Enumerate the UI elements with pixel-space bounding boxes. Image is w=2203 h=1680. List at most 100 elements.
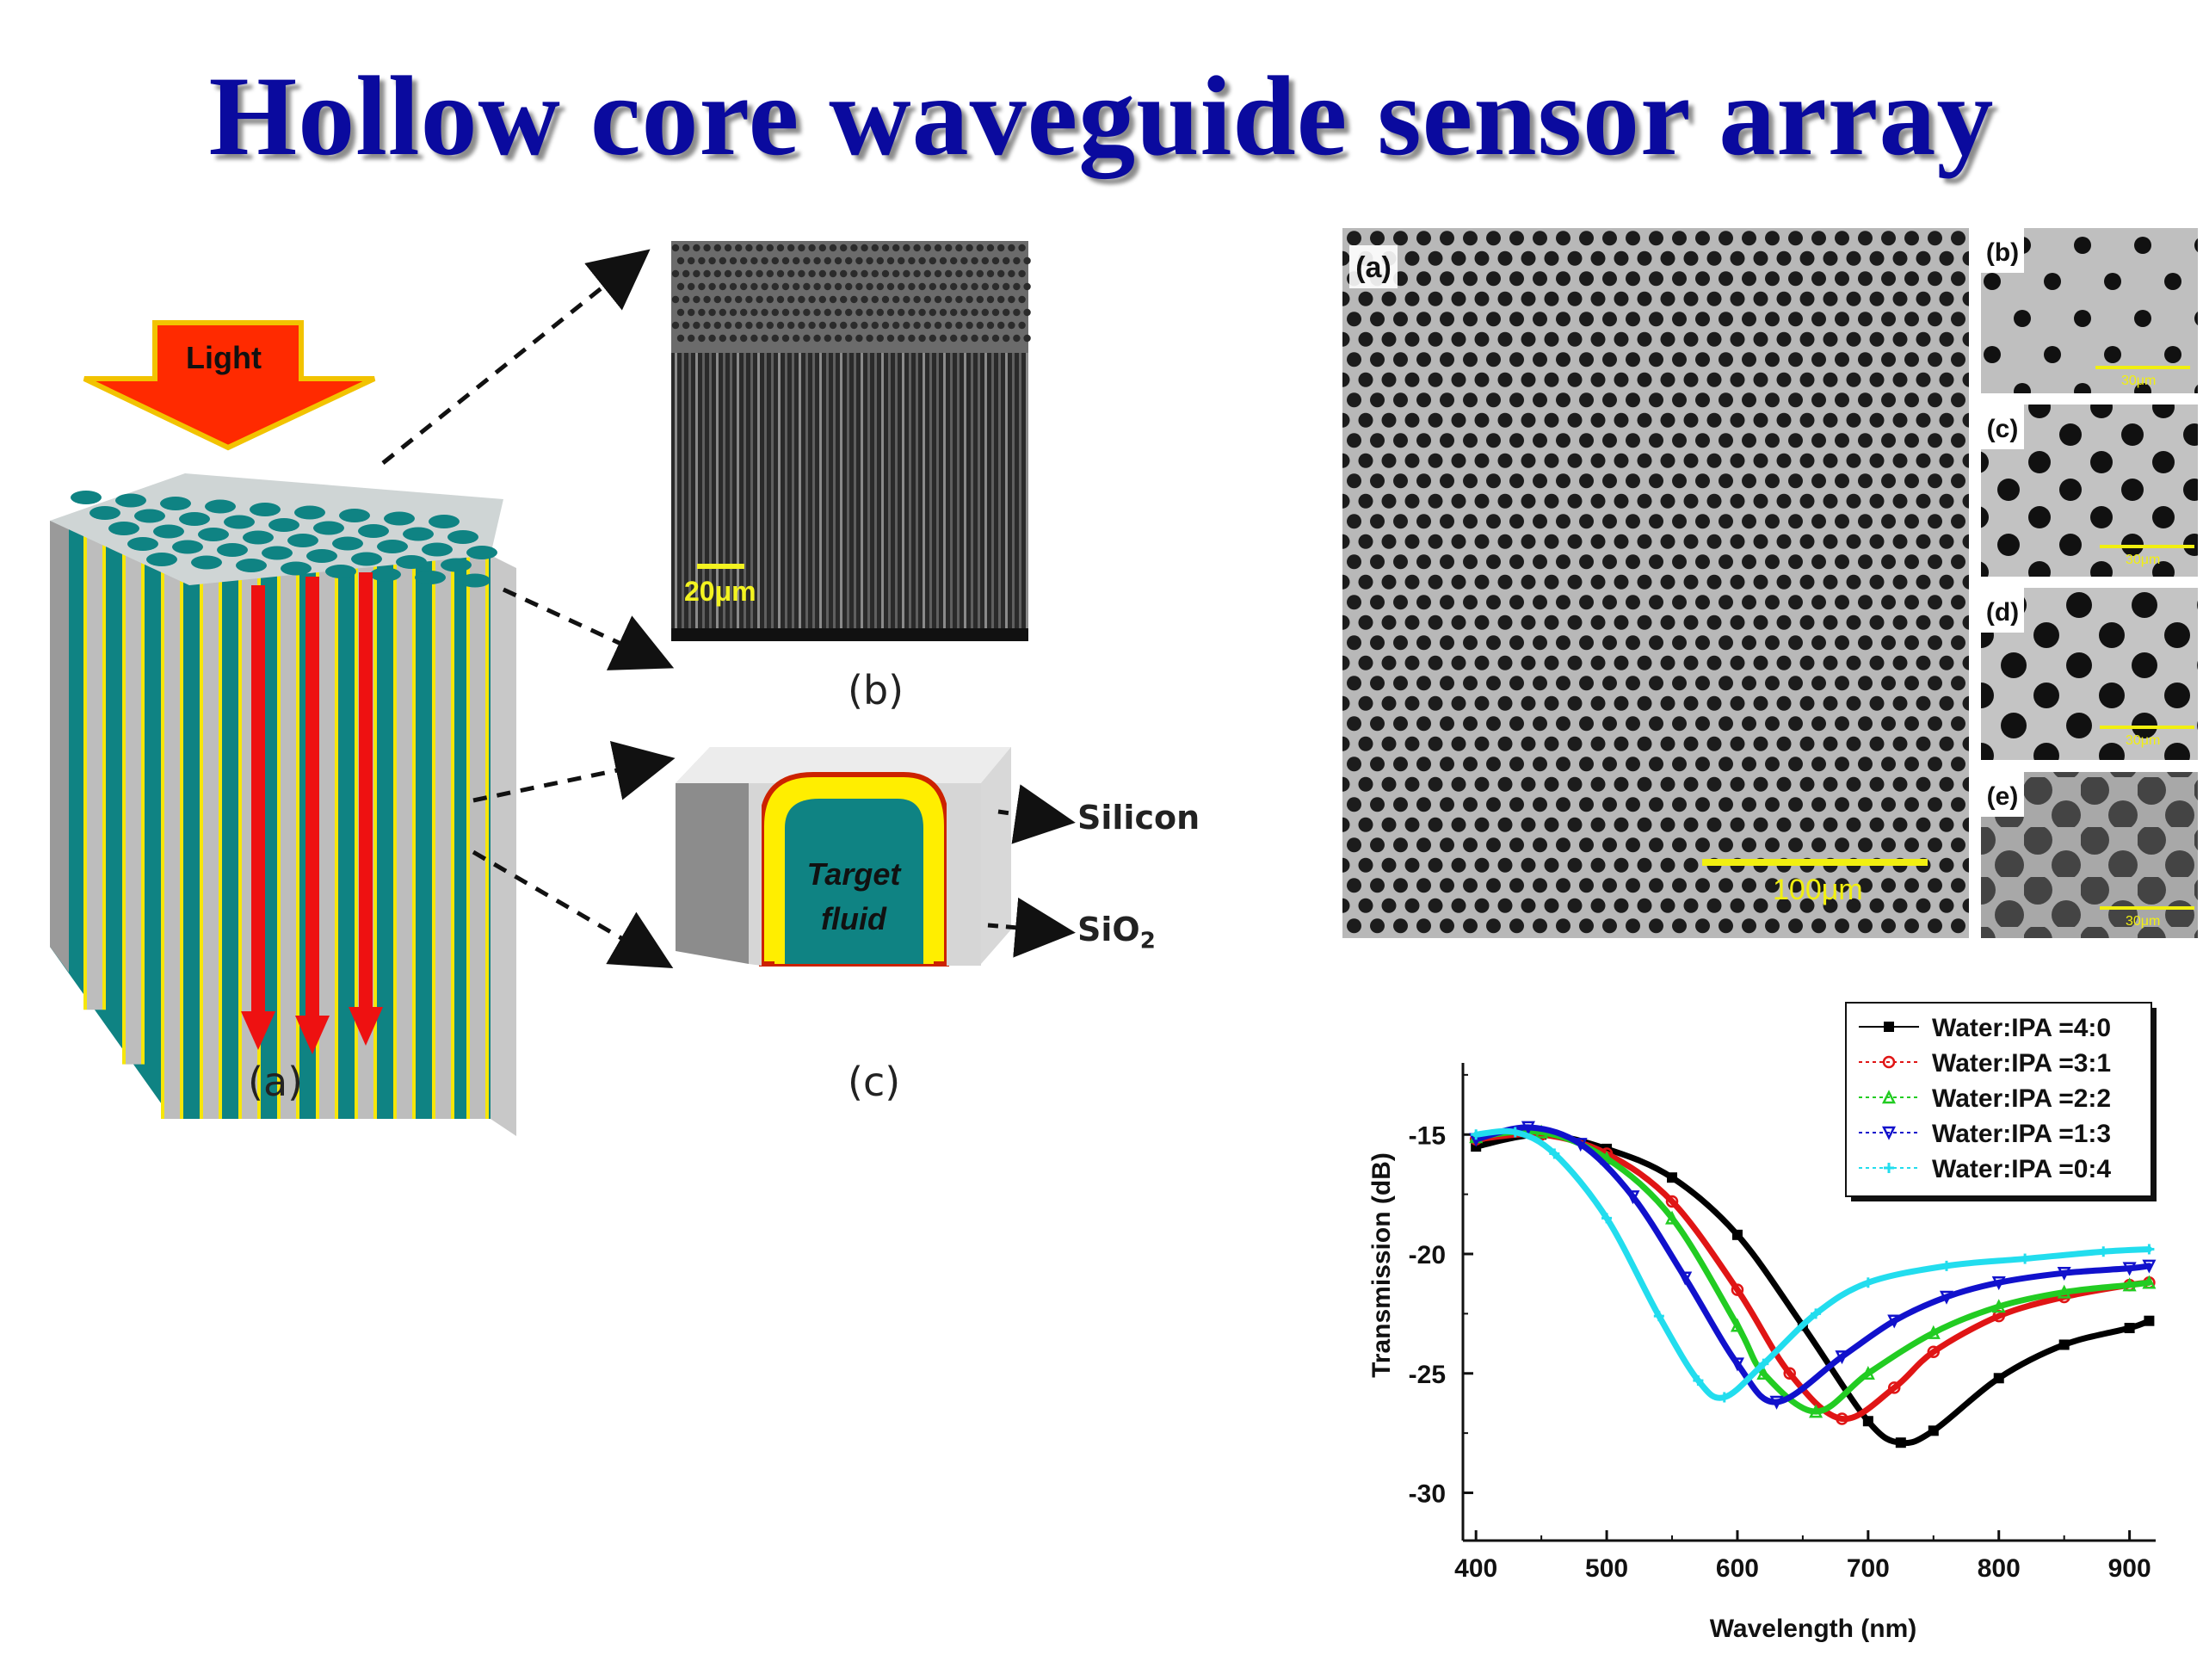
- data-point: [1665, 1195, 1679, 1208]
- data-point: [1509, 1127, 1521, 1138]
- caption-a: (a): [248, 1059, 304, 1105]
- legend-label: Water:IPA =3:1: [1932, 1049, 2111, 1078]
- legend-label: Water:IPA =4:0: [1932, 1014, 2111, 1042]
- label-arrows: [987, 784, 1076, 958]
- data-point: [2144, 1315, 2155, 1326]
- legend-entry: Water:IPA =3:1: [1859, 1049, 2111, 1078]
- data-point: [1941, 1260, 1952, 1271]
- sio2-label: SiO2: [1077, 911, 1156, 954]
- x-tick-label: 400: [1454, 1554, 1497, 1583]
- y-tick-label: -15: [1409, 1121, 1446, 1150]
- series-line: [1472, 1124, 2152, 1405]
- sem-scale-label: 20μm: [684, 576, 756, 607]
- chart-xlabel: Wavelength (nm): [1710, 1615, 1917, 1643]
- x-tick-label: 700: [1847, 1554, 1890, 1583]
- data-point: [1861, 1365, 1875, 1380]
- fluid-label-2: fluid: [821, 901, 887, 936]
- data-point: [1730, 1357, 1744, 1372]
- data-point: [2142, 1275, 2157, 1289]
- data-point: [2020, 1253, 2031, 1264]
- sem-cross-section: 20μm: [671, 241, 1031, 641]
- svg-text:30μm: 30μm: [2121, 374, 2156, 388]
- data-point: [2058, 1339, 2070, 1350]
- series-4: [1469, 1121, 2157, 1410]
- data-point: [1836, 1412, 1848, 1425]
- data-point: [1730, 1318, 1744, 1332]
- data-point: [1664, 1210, 1680, 1225]
- data-point: [2144, 1244, 2155, 1255]
- sem-panel-d: (d) 30μm: [1981, 588, 2198, 760]
- data-point: [1601, 1213, 1613, 1224]
- data-point: [1783, 1367, 1796, 1380]
- top-face-holes: [71, 491, 497, 588]
- slide-title: Hollow core waveguide sensor array: [208, 52, 1995, 179]
- legend-entry: Water:IPA =4:0: [1859, 1014, 2111, 1042]
- data-point: [1809, 1404, 1823, 1418]
- data-point: [1928, 1425, 1939, 1436]
- svg-text:30μm: 30μm: [2126, 733, 2160, 748]
- chart-legend: Water:IPA =4:0 Water:IPA =3:1 Water:IPA =2…: [1845, 1002, 2157, 1201]
- legend-entry: Water:IPA =2:2: [1859, 1084, 2111, 1113]
- channel-cross-section: Target fluid: [676, 747, 1011, 967]
- transmission-arrows: [241, 572, 383, 1054]
- svg-text:(c): (c): [1987, 415, 2019, 443]
- data-point: [1887, 1314, 1902, 1329]
- data-point: [2122, 1277, 2137, 1292]
- sem-main-scale: 100μm: [1773, 874, 1863, 906]
- light-arrow: Light: [83, 320, 376, 451]
- legend-label: Water:IPA =2:2: [1932, 1084, 2111, 1113]
- data-point: [1991, 1276, 2006, 1291]
- legend-entry: Water:IPA =0:4: [1859, 1155, 2111, 1183]
- data-point: [1549, 1148, 1560, 1159]
- block-right-face: [491, 555, 516, 1136]
- sem-scale-bar: [697, 564, 744, 569]
- series-5: [1471, 1127, 2155, 1403]
- sem-panel-c: (c) 30μm: [1981, 405, 2198, 577]
- legend-entry: Water:IPA =1:3: [1859, 1120, 2111, 1148]
- data-point: [1769, 1395, 1784, 1410]
- sem-panels: (a) 100μm (b) 30μm (c) 30μm (d) 30μm (e)…: [1342, 228, 2198, 938]
- data-point: [1895, 1437, 1906, 1448]
- y-tick-label: -20: [1409, 1241, 1446, 1269]
- caption-b: (b): [848, 667, 904, 713]
- x-tick-label: 500: [1585, 1554, 1628, 1583]
- data-point: [1927, 1345, 1941, 1359]
- data-point: [1678, 1271, 1693, 1286]
- data-point: [1756, 1365, 1771, 1380]
- data-point: [1719, 1392, 1730, 1403]
- x-tick-label: 900: [2108, 1554, 2151, 1583]
- data-point: [2057, 1284, 2071, 1299]
- svg-text:(b): (b): [1986, 238, 2019, 267]
- fluid-label-1: Target: [807, 856, 903, 892]
- x-tick-label: 800: [1978, 1554, 2021, 1583]
- data-point: [2098, 1246, 2109, 1257]
- data-point: [1626, 1190, 1640, 1205]
- sem-panel-e: (e) 30μm: [1981, 772, 2198, 938]
- sem-panel-b: (b) 30μm: [1981, 228, 2198, 393]
- block-front-face: [50, 521, 491, 1119]
- data-point: [1991, 1299, 2006, 1313]
- sem-main-label: (a): [1355, 251, 1392, 284]
- data-point: [1993, 1373, 2004, 1384]
- data-point: [1939, 1290, 1954, 1305]
- legend-label: Water:IPA =0:4: [1932, 1155, 2111, 1183]
- svg-text:(e): (e): [1987, 782, 2019, 811]
- data-point: [2122, 1262, 2137, 1276]
- chart-ylabel: Transmission (dB): [1367, 1152, 1396, 1378]
- svg-text:30μm: 30μm: [2126, 553, 2160, 567]
- data-point: [1731, 1283, 1744, 1296]
- sem-panel-main: (a) 100μm: [1342, 228, 1969, 938]
- x-tick-label: 600: [1716, 1554, 1759, 1583]
- data-point: [2124, 1323, 2135, 1334]
- data-point: [1811, 1308, 1822, 1319]
- series-line: [1472, 1127, 2152, 1401]
- data-point: [1758, 1358, 1769, 1369]
- data-point: [1926, 1325, 1941, 1339]
- legend-label: Water:IPA =1:3: [1932, 1120, 2111, 1148]
- data-point: [1862, 1416, 1873, 1427]
- silicon-label: Silicon: [1077, 799, 1200, 837]
- data-point: [1862, 1277, 1873, 1288]
- data-point: [1667, 1172, 1678, 1183]
- data-point: [1731, 1229, 1743, 1240]
- callout-arrows: [381, 249, 676, 969]
